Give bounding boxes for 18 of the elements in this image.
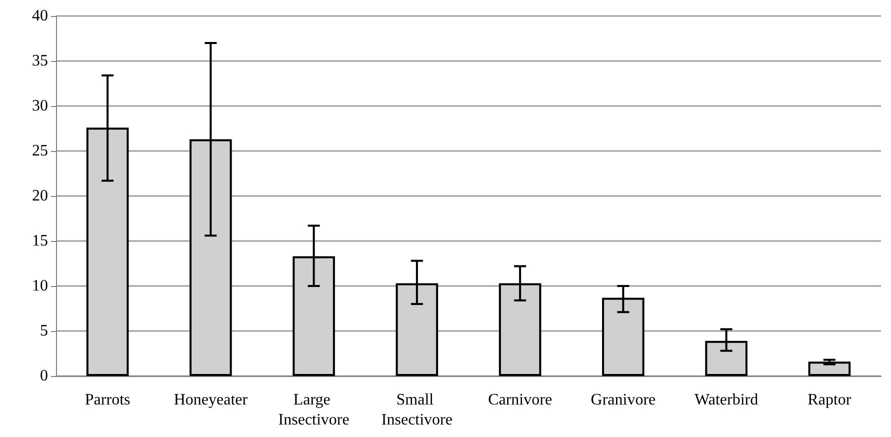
x-tick-label: Honeyeater bbox=[174, 392, 248, 408]
bar bbox=[808, 362, 851, 376]
x-tick-label: Parrots bbox=[84, 392, 130, 408]
x-tick-label: Large Insectivore bbox=[278, 392, 350, 428]
x-tick-label: Small Insectivore bbox=[381, 392, 452, 428]
y-tick-label: 10 bbox=[32, 278, 48, 294]
x-tick-label: Granivore bbox=[590, 392, 656, 408]
x-tick-label: Carnivore bbox=[488, 392, 552, 408]
y-tick-label: 30 bbox=[32, 98, 48, 114]
y-tick-label: 15 bbox=[32, 232, 48, 250]
y-tick-label: 20 bbox=[32, 188, 48, 204]
y-tick-label: 40 bbox=[32, 8, 48, 24]
y-tick-label: 0 bbox=[40, 368, 48, 384]
y-tick-label: 5 bbox=[40, 322, 48, 340]
y-tick-label: 35 bbox=[32, 52, 48, 70]
x-tick-label: Raptor bbox=[808, 392, 852, 408]
x-tick-label: Waterbird bbox=[694, 392, 758, 408]
y-tick-label: 25 bbox=[32, 142, 48, 160]
